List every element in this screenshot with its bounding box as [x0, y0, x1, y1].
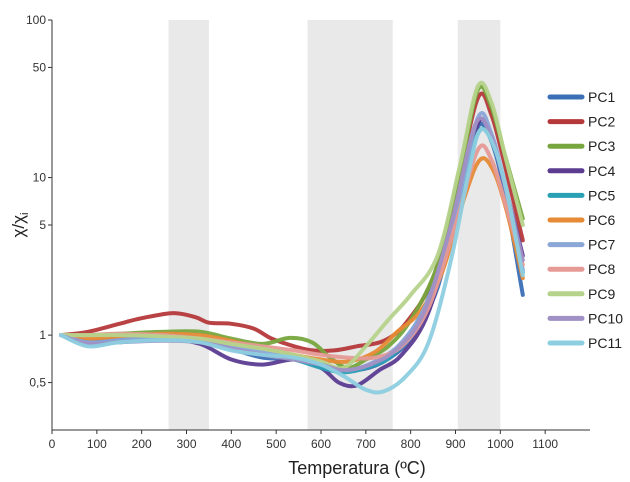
x-tick-label: 600 [311, 437, 331, 451]
x-tick-label: 800 [401, 437, 421, 451]
x-tick-label: 0 [49, 437, 56, 451]
legend-label: PC6 [588, 212, 615, 228]
shaded-bands [168, 20, 501, 430]
axis-ticks: 0 100 200 300 400 500 600 700 800 900 1000 11000,51… [26, 13, 558, 451]
legend-item-pc3: PC3 [547, 138, 615, 154]
legend-item-pc4: PC4 [547, 163, 615, 179]
y-tick-label: 0,5 [29, 376, 46, 390]
legend-item-pc6: PC6 [547, 212, 615, 228]
legend-item-pc10: PC10 [547, 310, 623, 326]
x-tick-label: 500 [266, 437, 286, 451]
legend-label: PC1 [588, 89, 615, 105]
x-tick-label: 1100 [532, 437, 558, 451]
series-layer [59, 80, 525, 395]
x-tick-label: 400 [221, 437, 241, 451]
shaded-band [457, 20, 501, 430]
y-tick-label: 100 [26, 13, 46, 27]
x-tick-label: 200 [132, 437, 152, 451]
legend-item-pc11: PC11 [547, 335, 622, 351]
legend-label: PC5 [588, 187, 615, 203]
y-axis-title-subscript: i [19, 212, 31, 214]
y-tick-label: 50 [33, 60, 47, 74]
series-line-pc11 [59, 127, 525, 395]
legend-item-pc5: PC5 [547, 187, 615, 203]
legend-label: PC8 [588, 261, 615, 277]
x-tick-label: 700 [356, 437, 376, 451]
y-axis-title: χ/χi [9, 212, 31, 237]
legend-label: PC11 [588, 335, 622, 351]
legend-item-pc2: PC2 [547, 114, 615, 130]
legend-label: PC10 [588, 310, 623, 326]
legend-label: PC9 [588, 286, 615, 302]
legend-label: PC7 [588, 237, 615, 253]
shaded-band [168, 20, 209, 430]
x-tick-label: 1000 [487, 437, 514, 451]
legend-label: PC4 [588, 163, 615, 179]
x-tick-label: 900 [445, 437, 465, 451]
legend-label: PC2 [588, 114, 615, 130]
legend-item-pc1: PC1 [547, 89, 615, 105]
legend-item-pc8: PC8 [547, 261, 615, 277]
x-tick-label: 300 [176, 437, 196, 451]
x-axis-title: Temperatura (ºC) [288, 458, 426, 478]
legend-label: PC3 [588, 138, 615, 154]
y-tick-label: 5 [39, 218, 46, 232]
legend-item-pc7: PC7 [547, 237, 615, 253]
y-tick-label: 10 [33, 171, 47, 185]
series-line-pc9 [59, 80, 525, 371]
legend: PC1 PC2 PC3 PC4 PC5 PC6 PC7 PC8 PC9 PC10 PC11 [547, 89, 623, 351]
legend-item-pc9: PC9 [547, 286, 615, 302]
x-tick-label: 100 [87, 437, 107, 451]
y-tick-label: 1 [39, 328, 46, 342]
y-axis-title-main: χ/χ [9, 215, 28, 238]
